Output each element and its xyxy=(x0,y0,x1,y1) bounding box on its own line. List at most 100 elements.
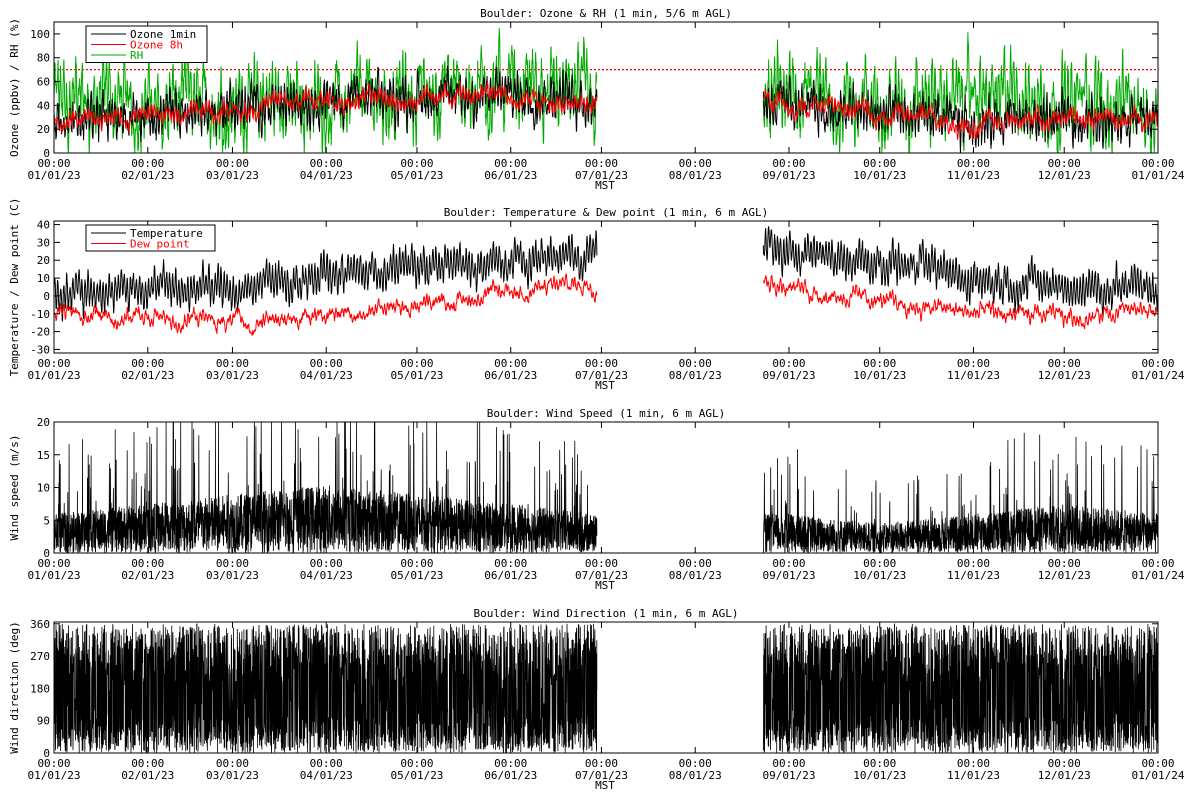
x-tick-time-label: 00:00 xyxy=(310,557,343,570)
y-tick-label: 10 xyxy=(37,272,50,285)
x-tick-date-label: 06/01/23 xyxy=(484,769,537,782)
x-tick-date-label: 10/01/23 xyxy=(853,769,906,782)
x-tick-time-label: 00:00 xyxy=(957,157,990,170)
x-tick-date-label: 07/01/23 xyxy=(575,769,628,782)
x-tick-date-label: 08/01/23 xyxy=(669,569,722,582)
x-tick-time-label: 00:00 xyxy=(310,157,343,170)
y-tick-label: 10 xyxy=(37,482,50,495)
y-tick-label: 360 xyxy=(30,618,50,631)
x-tick-time-label: 00:00 xyxy=(216,757,249,770)
y-tick-label: 40 xyxy=(37,99,50,112)
x-tick-time-label: 00:00 xyxy=(1048,757,1081,770)
x-tick-date-label: 05/01/23 xyxy=(390,769,443,782)
x-tick-time-label: 00:00 xyxy=(1048,557,1081,570)
x-tick-date-label: 03/01/23 xyxy=(206,569,259,582)
x-tick-time-label: 00:00 xyxy=(585,157,618,170)
panel-ozone_rh: Boulder: Ozone & RH (1 min, 5/6 m AGL) Oz… xyxy=(8,7,1185,192)
x-tick-time-label: 00:00 xyxy=(679,757,712,770)
x-tick-date-label: 03/01/23 xyxy=(206,169,259,182)
x-axis-label: MST xyxy=(595,779,615,792)
x-tick-time-label: 00:00 xyxy=(400,757,433,770)
x-tick-date-label: 02/01/23 xyxy=(121,769,174,782)
x-tick-time-label: 00:00 xyxy=(1141,157,1174,170)
legend-label: RH xyxy=(130,49,143,62)
x-tick-date-label: 04/01/23 xyxy=(300,769,353,782)
y-tick-label: 0 xyxy=(43,147,50,160)
plot-area xyxy=(54,226,1158,336)
x-tick-date-label: 12/01/23 xyxy=(1038,169,1091,182)
x-tick-time-label: 00:00 xyxy=(37,757,70,770)
plot-area xyxy=(54,28,1158,153)
x-tick-date-label: 09/01/23 xyxy=(762,369,815,382)
panel-title: Boulder: Temperature & Dew point (1 min,… xyxy=(444,206,769,219)
y-tick-label: 20 xyxy=(37,416,50,429)
x-tick-date-label: 12/01/23 xyxy=(1038,369,1091,382)
panel-temp_dew: Boulder: Temperature & Dew point (1 min,… xyxy=(8,198,1185,392)
y-axis-label: Temperature / Dew point (C) xyxy=(8,198,21,377)
x-tick-date-label: 01/01/23 xyxy=(28,369,81,382)
y-axis-label: Wind speed (m/s) xyxy=(8,435,21,541)
y-tick-label: 80 xyxy=(37,52,50,65)
y-tick-label: 180 xyxy=(30,682,50,695)
panel-title: Boulder: Wind Speed (1 min, 6 m AGL) xyxy=(487,407,725,420)
series-temperature xyxy=(54,226,1158,322)
y-tick-label: 20 xyxy=(37,123,50,136)
x-tick-date-label: 09/01/23 xyxy=(762,569,815,582)
x-tick-time-label: 00:00 xyxy=(1141,757,1174,770)
x-tick-time-label: 00:00 xyxy=(216,357,249,370)
x-tick-time-label: 00:00 xyxy=(863,757,896,770)
x-tick-time-label: 00:00 xyxy=(400,557,433,570)
x-tick-date-label: 10/01/23 xyxy=(853,369,906,382)
x-axis-label: MST xyxy=(595,579,615,592)
x-tick-date-label: 01/01/23 xyxy=(28,769,81,782)
x-tick-time-label: 00:00 xyxy=(863,557,896,570)
x-tick-date-label: 02/01/23 xyxy=(121,369,174,382)
x-tick-time-label: 00:00 xyxy=(131,557,164,570)
x-tick-date-label: 12/01/23 xyxy=(1038,569,1091,582)
x-tick-date-label: 05/01/23 xyxy=(390,369,443,382)
x-tick-time-label: 00:00 xyxy=(1141,557,1174,570)
x-tick-date-label: 01/01/23 xyxy=(28,569,81,582)
series-dew-point xyxy=(54,272,1158,336)
plot-area xyxy=(54,623,1158,753)
x-tick-time-label: 00:00 xyxy=(494,557,527,570)
x-tick-time-label: 00:00 xyxy=(957,757,990,770)
x-tick-time-label: 00:00 xyxy=(772,357,805,370)
x-tick-time-label: 00:00 xyxy=(1048,357,1081,370)
x-tick-time-label: 00:00 xyxy=(679,157,712,170)
x-tick-time-label: 00:00 xyxy=(1141,357,1174,370)
series-ozone-8h xyxy=(54,80,1158,141)
x-tick-date-label: 02/01/23 xyxy=(121,169,174,182)
y-tick-label: 0 xyxy=(43,547,50,560)
x-tick-time-label: 00:00 xyxy=(1048,157,1081,170)
y-tick-label: -30 xyxy=(30,343,50,356)
x-tick-date-label: 09/01/23 xyxy=(762,769,815,782)
plot-frame xyxy=(53,621,1159,754)
y-tick-label: 60 xyxy=(37,76,50,89)
x-tick-date-label: 04/01/23 xyxy=(300,569,353,582)
x-tick-date-label: 01/01/24 xyxy=(1132,569,1185,582)
x-tick-date-label: 09/01/23 xyxy=(762,169,815,182)
x-tick-date-label: 03/01/23 xyxy=(206,369,259,382)
x-tick-time-label: 00:00 xyxy=(216,157,249,170)
x-tick-time-label: 00:00 xyxy=(863,357,896,370)
series-rh xyxy=(54,28,1158,153)
x-tick-date-label: 06/01/23 xyxy=(484,569,537,582)
legend-label: Dew point xyxy=(130,238,190,251)
x-tick-date-label: 02/01/23 xyxy=(121,569,174,582)
x-tick-date-label: 07/01/23 xyxy=(575,169,628,182)
y-tick-label: 15 xyxy=(37,449,50,462)
x-tick-time-label: 00:00 xyxy=(679,557,712,570)
x-tick-date-label: 08/01/23 xyxy=(669,169,722,182)
legend-label: Ozone 1min xyxy=(130,28,196,41)
y-tick-label: -20 xyxy=(30,326,50,339)
x-tick-date-label: 04/01/23 xyxy=(300,169,353,182)
legend-label: Ozone 8h xyxy=(130,39,183,52)
x-tick-time-label: 00:00 xyxy=(216,557,249,570)
x-tick-date-label: 06/01/23 xyxy=(484,169,537,182)
y-tick-label: 90 xyxy=(37,715,50,728)
x-tick-time-label: 00:00 xyxy=(310,757,343,770)
plot-area xyxy=(54,422,1158,553)
y-axis-label: Wind direction (deg) xyxy=(8,621,21,753)
